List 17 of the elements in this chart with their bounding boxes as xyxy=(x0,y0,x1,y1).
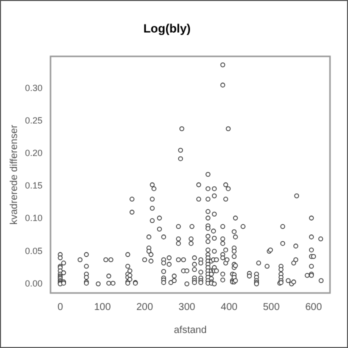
chart-title: Log(bly) xyxy=(143,22,191,36)
y-tick-label: 0.20 xyxy=(24,148,43,158)
y-tick-label: 0.25 xyxy=(24,115,43,126)
x-tick-label: 200 xyxy=(136,302,154,313)
x-tick-label: 600 xyxy=(305,302,322,313)
x-tick-label: 300 xyxy=(178,302,196,313)
y-axis-title: kvadrerede differenser xyxy=(8,124,20,225)
y-tick-label: 0.05 xyxy=(24,246,43,256)
y-tick-label: 0.10 xyxy=(24,213,43,224)
x-tick-label: 400 xyxy=(220,302,238,313)
x-axis-title: afstand xyxy=(174,324,207,336)
x-tick-label: 100 xyxy=(94,302,112,313)
y-tick-label: 0.00 xyxy=(24,278,43,288)
y-tick-label: 0.30 xyxy=(24,82,43,93)
x-tick-label: 500 xyxy=(262,302,280,313)
y-tick-label: 0.15 xyxy=(24,180,43,191)
x-tick-label: 0 xyxy=(57,302,64,313)
